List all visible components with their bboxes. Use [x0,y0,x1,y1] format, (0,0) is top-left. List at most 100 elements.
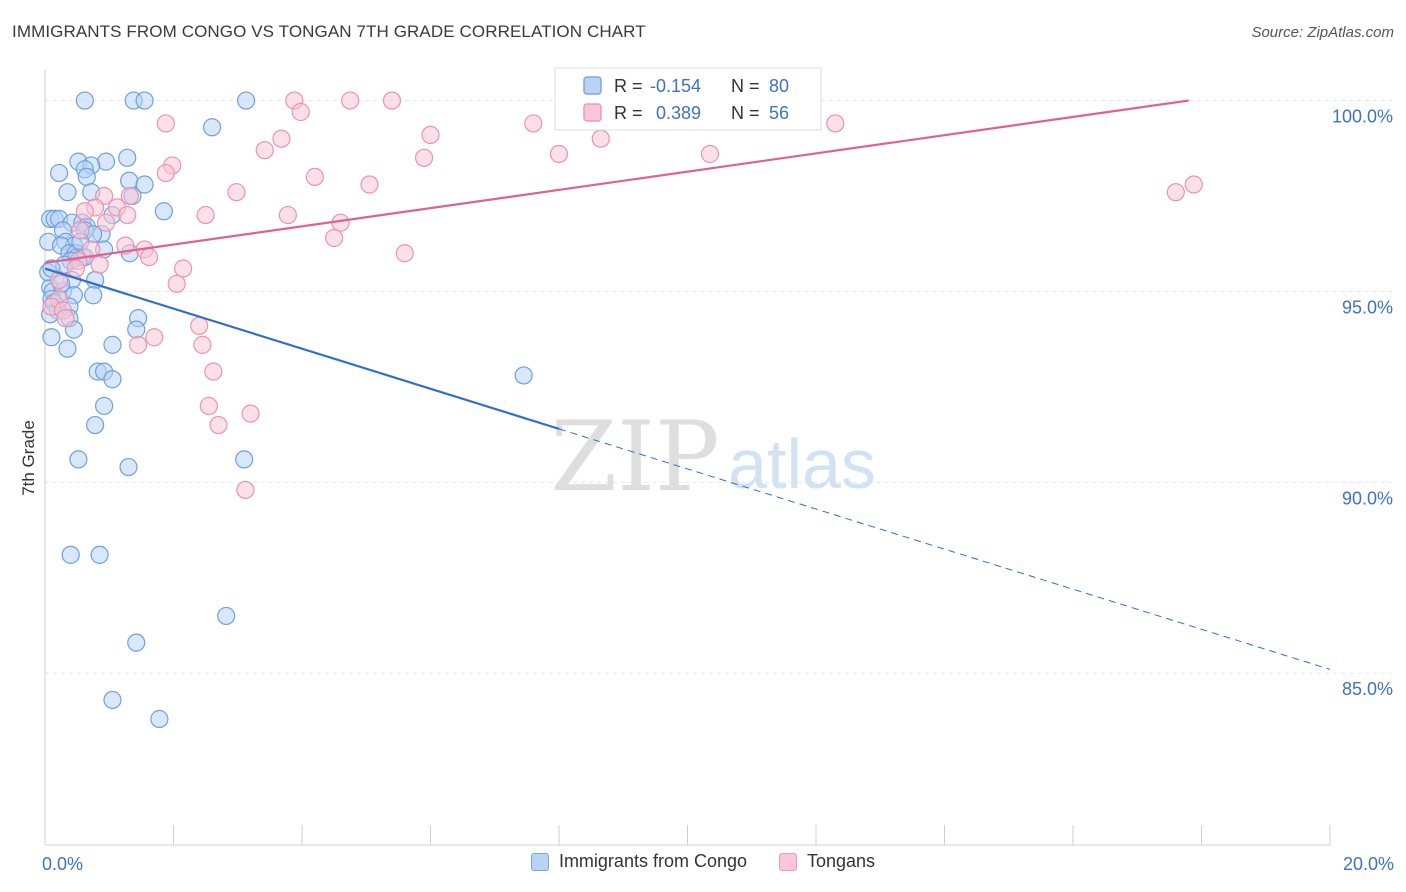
watermark-atlas: atlas [728,425,876,503]
point-tongans-51 [193,335,212,354]
point-tongans-27 [196,205,215,225]
point-congo-15 [58,183,77,202]
data-points [39,91,1203,729]
y-tick-label-2: 90.0% [1342,488,1393,508]
x-tick-label-min: 0.0% [42,854,83,874]
point-tongans-16 [305,167,324,186]
point-congo-68 [235,450,254,469]
legend-swatch-tongans [779,852,797,871]
point-tongans-36 [395,244,414,263]
point-tongans-25 [75,202,94,221]
point-tongans-20 [1166,183,1185,202]
x-axis-ticks [44,825,1331,845]
point-tongans-10 [255,141,274,160]
point-tongans-47 [56,309,75,328]
stats-n-label-blue: N = [731,76,760,96]
point-congo-73 [127,633,146,652]
point-congo-56 [127,320,146,339]
trend-line-congo [44,267,560,430]
stats-legend-swatch-blue [583,76,602,95]
point-tongans-3 [291,102,310,122]
y-tick-label-3: 85.0% [1342,679,1393,699]
point-tongans-12 [700,144,720,164]
y-tick-label-0: 100.0% [1332,107,1393,127]
stats-n-value-blue: 80 [769,76,789,96]
point-tongans-55 [241,404,260,423]
point-congo-67 [69,450,88,469]
point-tongans-5 [524,114,543,133]
point-tongans-6 [826,114,845,133]
point-tongans-31 [71,221,90,240]
point-congo-59 [103,335,122,354]
point-congo-65 [95,396,114,416]
trend-line-tongans [44,99,1189,264]
stats-n-label-pink: N = [731,103,760,123]
y-axis-label: 7th Grade [19,420,38,496]
legend-entry-congo: Immigrants from Congo [530,851,747,872]
point-congo-60 [58,339,77,358]
stats-r-label-pink: R = [614,103,643,123]
point-congo-13 [135,175,154,194]
watermark: ZIP atlas [550,401,876,513]
point-congo-10 [50,163,69,183]
watermark-zip: ZIP [550,401,719,513]
point-congo-48 [84,286,103,305]
point-congo-64 [514,366,533,385]
point-tongans-37 [139,247,159,267]
point-congo-0 [75,91,94,110]
point-tongans-15 [156,163,175,183]
point-congo-69 [119,457,138,477]
point-congo-66 [86,415,105,435]
legend-entry-tongans: Tongans [779,851,875,872]
point-congo-70 [61,545,80,564]
point-tongans-13 [414,148,434,167]
point-congo-75 [150,709,169,729]
point-tongans-4 [156,114,175,133]
legend-label-congo: Immigrants from Congo [558,851,747,871]
point-tongans-56 [236,480,255,500]
point-tongans-21 [1184,175,1203,194]
point-tongans-35 [82,240,101,259]
series-legend: Immigrants from Congo Tongans [0,851,1406,872]
trend-lines [44,99,1331,670]
point-congo-11 [77,167,96,186]
point-tongans-2 [382,91,402,110]
point-congo-3 [237,91,256,110]
point-tongans-50 [129,335,148,354]
point-tongans-17 [120,186,139,206]
x-tick-label-max: 20.0% [1343,854,1394,874]
stats-n-value-pink: 56 [769,103,789,123]
point-tongans-32 [325,228,344,248]
y-tick-label-1: 95.0% [1342,297,1393,317]
chart-title: IMMIGRANTS FROM CONGO VS TONGAN 7TH GRAD… [12,22,646,41]
point-tongans-53 [199,396,218,416]
point-tongans-40 [174,259,193,278]
stats-legend-swatch-pink [583,103,602,122]
stats-r-value-blue: -0.154 [650,76,701,96]
point-congo-5 [118,148,137,167]
point-tongans-39 [90,255,109,274]
point-congo-72 [217,606,236,626]
point-tongans-42 [50,270,69,290]
stats-r-label-blue: R = [614,76,643,96]
point-tongans-26 [118,205,137,225]
stats-legend: R = -0.154 N = 80 R = 0.389 N = 56 [554,67,822,131]
point-tongans-30 [96,213,116,232]
point-tongans-54 [209,415,228,435]
trend-line-congo-extrapolated [558,428,1331,670]
point-tongans-19 [227,183,246,202]
legend-swatch-congo [530,852,549,871]
point-congo-4 [202,118,222,137]
point-tongans-28 [278,205,297,225]
point-congo-17 [154,202,173,221]
point-tongans-48 [190,316,209,335]
point-tongans-9 [591,129,610,148]
point-tongans-43 [167,274,186,293]
chart-source: Source: ZipAtlas.com [1251,24,1394,41]
point-tongans-11 [549,144,569,164]
point-congo-12 [120,171,139,190]
point-tongans-1 [341,91,360,110]
y-axis-tick-labels: 100.0% 95.0% 90.0% 85.0% [1332,107,1393,700]
